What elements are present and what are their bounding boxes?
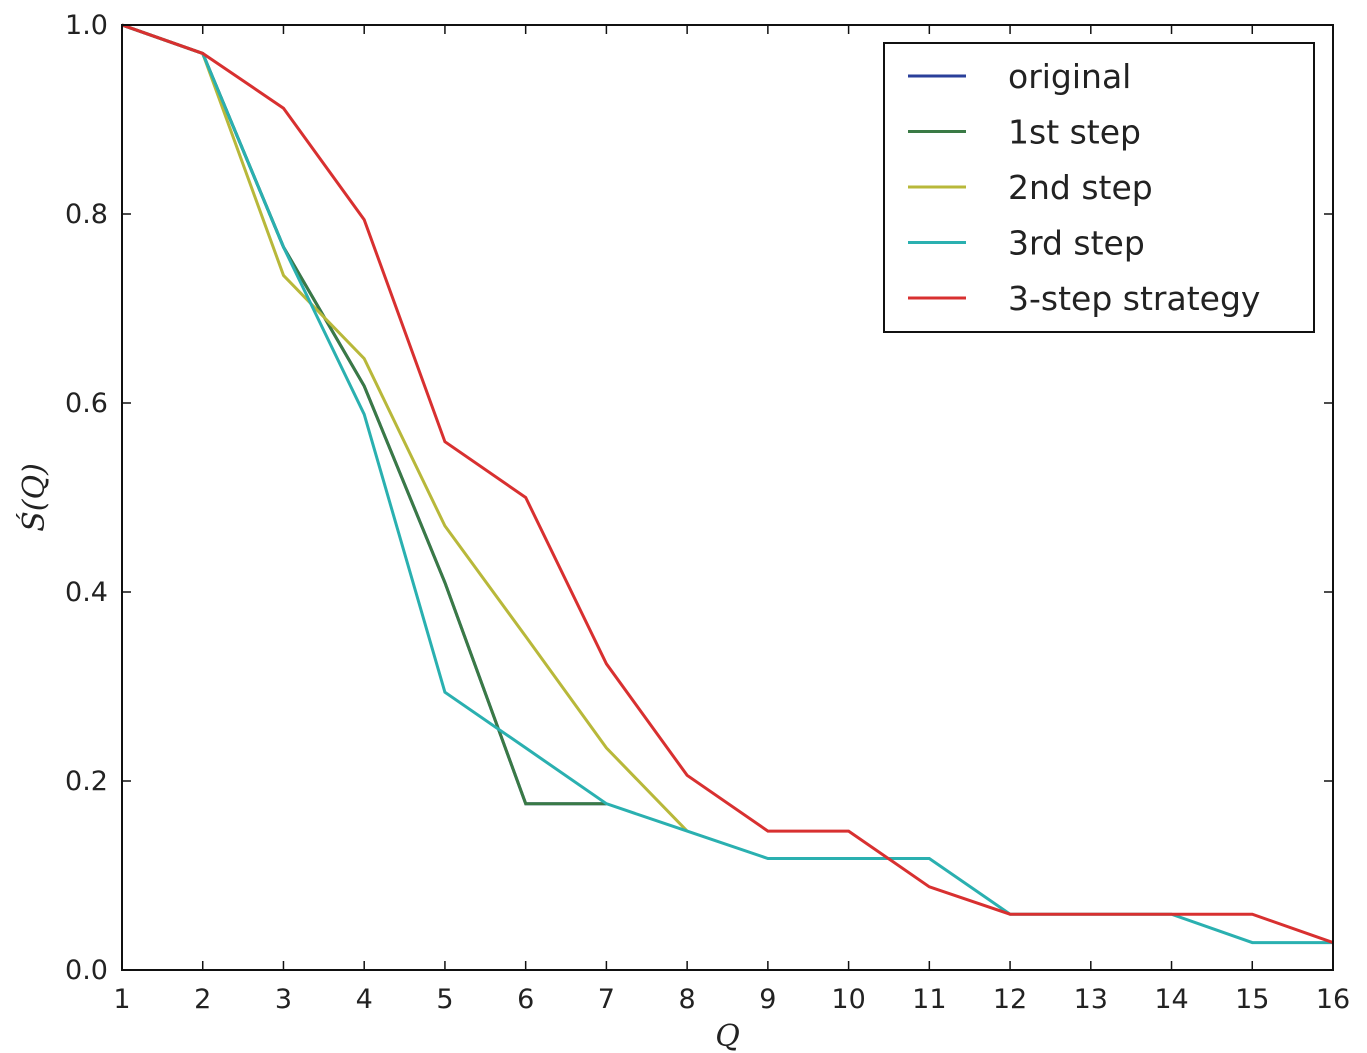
x-tick-label: 4 xyxy=(356,984,373,1015)
y-tick-label: 0.8 xyxy=(65,199,108,230)
x-tick-label: 6 xyxy=(517,984,534,1015)
x-tick-label: 2 xyxy=(194,984,211,1015)
series-layer xyxy=(121,23,1334,945)
y-tick-label: 0.6 xyxy=(65,388,108,419)
legend: original 1st step 2nd step 3rd step 3-step s… xyxy=(883,42,1315,333)
x-axis-label: Q xyxy=(715,1019,740,1053)
legend-label: 3rd step xyxy=(1008,224,1145,263)
legend-label: 1st step xyxy=(1008,113,1141,152)
y-axis-label: Ś(Q) xyxy=(16,463,52,532)
series-line-2nd-step xyxy=(121,23,689,833)
x-tick-label: 7 xyxy=(598,984,615,1015)
legend-items: original 1st step 2nd step 3rd step 3-step s… xyxy=(908,57,1260,318)
y-tick-label: 0.0 xyxy=(65,955,108,986)
x-tick-label: 10 xyxy=(831,984,865,1015)
x-tick-label: 11 xyxy=(912,984,946,1015)
x-tick-label: 1 xyxy=(113,984,130,1015)
x-tick-label: 16 xyxy=(1316,984,1350,1015)
ticks-layer: 1 2 3 4 5 6 7 8 9 10 11 12 13 14 15 160.00.20.40.60.81.… xyxy=(65,10,1350,1015)
x-tick-label: 5 xyxy=(436,984,453,1015)
x-tick-label: 9 xyxy=(759,984,776,1015)
series-line-3-step-strategy xyxy=(121,23,1334,945)
legend-label: 2nd step xyxy=(1008,168,1153,207)
legend-label: original xyxy=(1008,57,1131,96)
plot-frame xyxy=(121,24,1334,971)
x-tick-label: 13 xyxy=(1074,984,1108,1015)
y-tick-label: 0.4 xyxy=(65,577,108,608)
x-tick-label: 15 xyxy=(1235,984,1269,1015)
legend-label: 3-step strategy xyxy=(1008,279,1260,318)
x-tick-label: 12 xyxy=(993,984,1027,1015)
y-tick-label: 0.2 xyxy=(65,766,108,797)
y-tick-label: 1.0 xyxy=(65,10,108,41)
x-tick-label: 3 xyxy=(275,984,292,1015)
x-tick-label: 8 xyxy=(679,984,696,1015)
x-tick-label: 14 xyxy=(1154,984,1188,1015)
